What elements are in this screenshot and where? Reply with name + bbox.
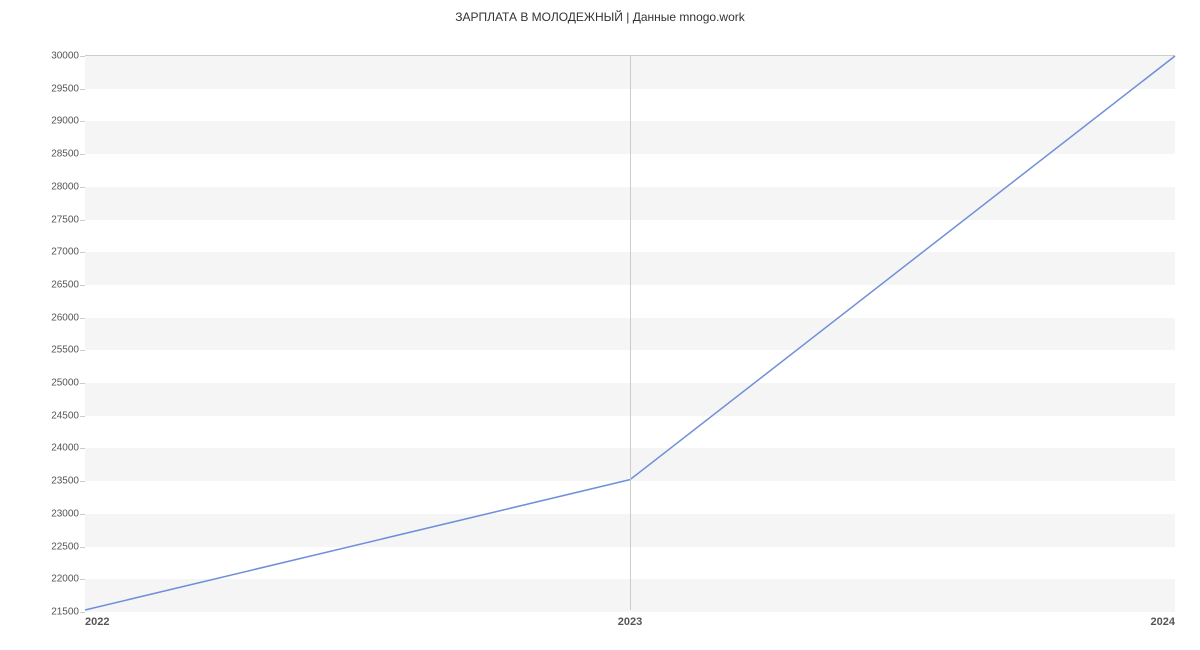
y-tick-label: 24000 <box>51 443 79 454</box>
y-tick-mark <box>80 448 85 449</box>
y-tick-mark <box>80 56 85 57</box>
y-tick-label: 25000 <box>51 378 79 389</box>
y-tick-label: 23500 <box>51 476 79 487</box>
y-tick-label: 28500 <box>51 149 79 160</box>
y-tick-label: 30000 <box>51 51 79 62</box>
y-tick-mark <box>80 514 85 515</box>
y-tick-label: 29000 <box>51 116 79 127</box>
y-tick-mark <box>80 579 85 580</box>
y-tick-label: 29500 <box>51 83 79 94</box>
y-tick-mark <box>80 318 85 319</box>
y-tick-mark <box>80 154 85 155</box>
x-tick-label: 2022 <box>85 616 109 628</box>
y-tick-label: 23000 <box>51 508 79 519</box>
x-gridline <box>630 56 631 610</box>
y-tick-mark <box>80 350 85 351</box>
y-tick-label: 28000 <box>51 181 79 192</box>
y-tick-mark <box>80 285 85 286</box>
y-tick-mark <box>80 89 85 90</box>
y-tick-mark <box>80 481 85 482</box>
x-tick-label: 2024 <box>1151 616 1175 628</box>
x-tick-label: 2023 <box>618 616 642 628</box>
y-tick-mark <box>80 121 85 122</box>
y-tick-label: 27500 <box>51 214 79 225</box>
y-tick-label: 22500 <box>51 541 79 552</box>
y-tick-label: 25500 <box>51 345 79 356</box>
y-tick-mark <box>80 187 85 188</box>
chart-title: ЗАРПЛАТА В МОЛОДЕЖНЫЙ | Данные mnogo.wor… <box>0 0 1200 24</box>
chart-container: 21500 22000 22500 23000 23500 24000 24500 25000… <box>0 30 1200 630</box>
y-tick-mark <box>80 612 85 613</box>
y-tick-mark <box>80 547 85 548</box>
y-tick-label: 26500 <box>51 279 79 290</box>
y-tick-mark <box>80 220 85 221</box>
y-tick-label: 27000 <box>51 247 79 258</box>
y-tick-label: 24500 <box>51 410 79 421</box>
y-tick-mark <box>80 416 85 417</box>
y-tick-label: 26000 <box>51 312 79 323</box>
y-tick-mark <box>80 252 85 253</box>
y-tick-mark <box>80 383 85 384</box>
y-tick-label: 21500 <box>51 607 79 618</box>
y-tick-label: 22000 <box>51 574 79 585</box>
plot-area: 2150022000225002300023500240002450025000… <box>85 55 1175 611</box>
